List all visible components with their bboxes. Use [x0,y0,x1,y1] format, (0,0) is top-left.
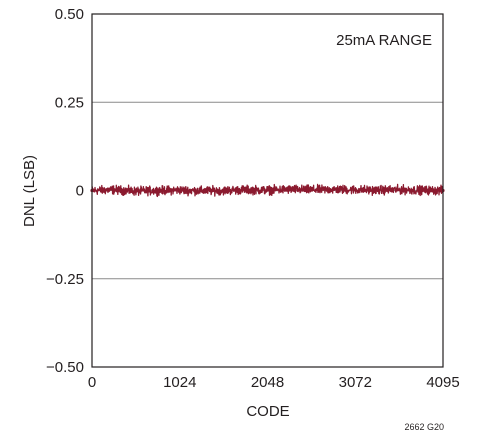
data-point [178,188,182,192]
series-layer [90,183,445,198]
y-tick-label: −0.25 [46,271,84,288]
x-tick-label: 1024 [163,374,196,391]
x-tick-label: 4095 [426,374,459,391]
data-point [244,188,248,192]
data-point [265,188,270,192]
data-point [156,188,160,193]
data-point [287,187,292,192]
x-tick-label: 0 [88,374,96,391]
x-tick-label: 3072 [339,374,372,391]
data-point [112,188,116,192]
annotation-label: 25mA RANGE [336,32,432,49]
data-point [200,189,204,193]
figure-code: 2662 G20 [404,422,444,432]
data-point [375,188,379,192]
x-tick-label: 2048 [251,374,284,391]
y-axis-title: DNL (LSB) [21,155,38,227]
data-point [353,188,357,192]
data-point [397,188,401,192]
y-tick-label: −0.50 [46,359,84,376]
data-point [309,188,314,192]
data-point [419,188,423,192]
y-tick-label: 0.50 [55,6,84,23]
plot-frame [91,13,444,368]
y-tick-labels: 0.50 0.25 0 −0.25 −0.50 [46,6,84,376]
y-tick-label: 0.25 [55,94,84,111]
x-axis-title: CODE [246,403,289,420]
data-point [134,189,138,193]
y-tick-label: 0 [76,183,84,200]
data-point [222,188,226,193]
data-point [331,187,335,192]
x-tick-labels: 0 1024 2048 3072 4095 [88,374,460,391]
